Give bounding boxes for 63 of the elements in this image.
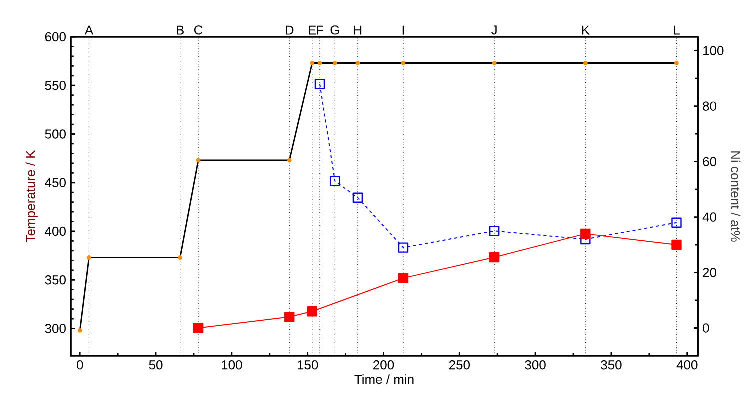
y-tick-label: 300 [45, 324, 66, 334]
ref-line-label: E [309, 26, 316, 35]
point [398, 242, 409, 253]
x-axis-title: Time / min [354, 374, 414, 384]
point [193, 323, 204, 334]
ref-line-label: C [194, 26, 203, 35]
y-axis-title: Temperature / K [26, 150, 38, 242]
ref-line-label: H [354, 26, 362, 35]
y-tick-label: 550 [45, 81, 66, 90]
point [583, 61, 588, 66]
point [87, 256, 92, 260]
x-tick-label: 400 [676, 360, 698, 370]
point [196, 158, 201, 163]
point [318, 61, 322, 66]
x-tick-label: 350 [601, 360, 622, 370]
ref-line-label: D [286, 26, 294, 35]
point [672, 218, 682, 228]
ref-line-label: K [582, 26, 590, 35]
y2-tick-label: 0 [703, 324, 710, 333]
y2-tick-label: 40 [702, 212, 716, 222]
x-tick-label: 250 [449, 360, 470, 370]
ref-line-label: F [317, 26, 324, 35]
point [287, 158, 292, 163]
y2-tick-label: 100 [704, 46, 724, 56]
ref-line-label: J [492, 26, 497, 35]
x-tick-label: 0 [77, 360, 84, 370]
ref-line-label: A [84, 26, 94, 35]
x-tick-label: 50 [149, 360, 163, 370]
point [674, 61, 679, 66]
point [284, 312, 295, 322]
y-tick-label: 600 [45, 32, 66, 42]
point [672, 240, 682, 250]
point [310, 61, 315, 66]
point [489, 252, 500, 263]
x-tick-label: 100 [222, 360, 242, 370]
ref-line-label: L [674, 26, 680, 35]
x-tick-label: 300 [525, 360, 546, 370]
y-tick-label: 400 [45, 226, 66, 236]
y2-tick-label: 60 [703, 157, 716, 166]
ref-line-label: I [402, 26, 404, 35]
point [401, 61, 406, 66]
point [489, 226, 500, 236]
y-tick-label: 350 [45, 276, 66, 285]
point [330, 176, 340, 186]
point [398, 273, 409, 284]
point [356, 61, 360, 66]
point [78, 328, 82, 333]
point [332, 61, 338, 66]
y-tick-label: 450 [45, 178, 66, 188]
point [352, 192, 364, 203]
x-tick-label: 200 [374, 360, 394, 370]
ref-line-label: G [330, 26, 340, 35]
point [580, 228, 591, 240]
y2-tick-label: 80 [703, 102, 716, 111]
ref-line-label: B [177, 26, 184, 35]
point [492, 61, 497, 66]
point [314, 79, 326, 90]
point [307, 306, 318, 317]
y2-axis-title: Ni content / at% [731, 152, 741, 242]
y-tick-label: 500 [45, 130, 66, 139]
y2-tick-label: 20 [703, 268, 716, 278]
x-tick-label: 150 [298, 360, 318, 370]
point [178, 256, 183, 260]
